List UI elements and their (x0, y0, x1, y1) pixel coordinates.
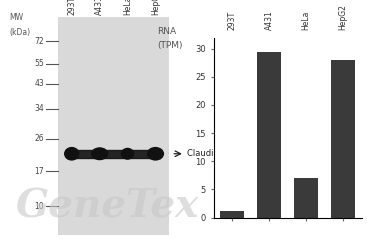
Text: 55: 55 (35, 59, 44, 68)
Bar (220, 211, 244, 218)
Bar (331, 60, 355, 218)
Text: (TPM): (TPM) (157, 41, 183, 50)
Ellipse shape (147, 147, 164, 161)
Text: MW: MW (10, 14, 24, 22)
Text: (kDa): (kDa) (10, 28, 31, 38)
Text: HepG2: HepG2 (339, 4, 348, 30)
Text: 72: 72 (35, 37, 44, 46)
Text: 26: 26 (35, 134, 44, 143)
Bar (257, 52, 281, 218)
Ellipse shape (91, 147, 108, 160)
Text: 10: 10 (35, 202, 44, 211)
Text: 17: 17 (35, 167, 44, 176)
Bar (58, 18, 169, 235)
Text: A431: A431 (265, 10, 274, 30)
Text: HepG2: HepG2 (151, 0, 160, 15)
Text: GeneTex: GeneTex (15, 187, 199, 225)
Text: 34: 34 (35, 104, 44, 113)
Text: HeLa: HeLa (302, 11, 311, 30)
Ellipse shape (121, 148, 134, 160)
Text: 43: 43 (35, 79, 44, 88)
Text: 293T: 293T (228, 11, 237, 30)
Text: A431: A431 (95, 0, 104, 15)
Text: 293T: 293T (67, 0, 76, 15)
Text: RNA: RNA (157, 27, 176, 36)
Text: HeLa: HeLa (123, 0, 132, 15)
Bar (294, 178, 318, 218)
Ellipse shape (64, 147, 79, 161)
Text: Claudin 1: Claudin 1 (187, 149, 226, 158)
